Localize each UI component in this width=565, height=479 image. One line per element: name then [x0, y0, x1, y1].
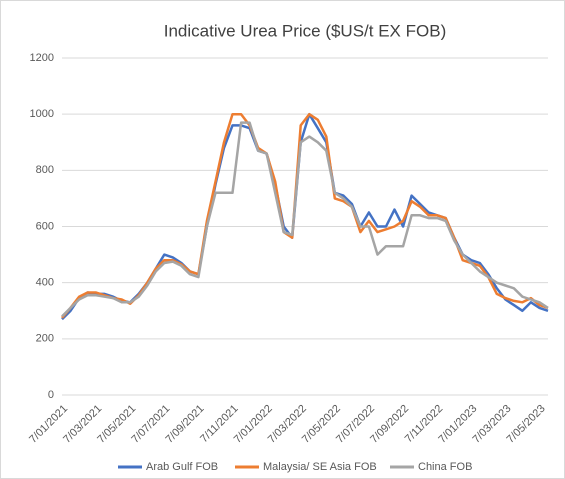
y-tick-label: 1000	[30, 108, 54, 120]
y-tick-label: 0	[48, 389, 54, 401]
legend-label: Arab Gulf FOB	[146, 461, 218, 473]
y-tick-label: 400	[36, 277, 54, 289]
line	[61, 121, 549, 318]
chart-title: Indicative Urea Price ($US/t EX FOB)	[164, 21, 446, 40]
line	[61, 112, 549, 319]
legend-label: Malaysia/ SE Asia FOB	[263, 461, 377, 473]
y-tick-label: 600	[36, 220, 54, 232]
legend-label: China FOB	[418, 461, 472, 473]
y-tick-label: 200	[36, 333, 54, 345]
y-tick-label: 1200	[30, 52, 54, 64]
y-tick-label: 800	[36, 164, 54, 176]
